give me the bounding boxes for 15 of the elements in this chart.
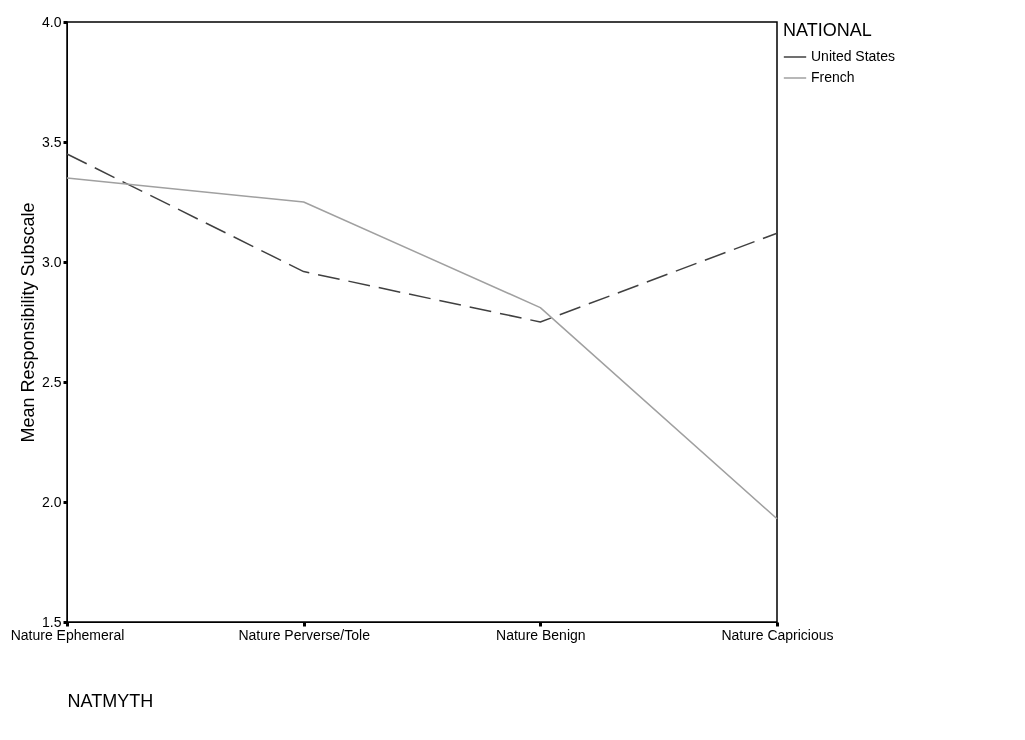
legend-title: NATIONAL <box>783 20 872 40</box>
x-tick-label: Nature Benign <box>496 626 586 643</box>
x-tick-label: Nature Perverse/Tole <box>238 626 371 643</box>
x-axis-title: NATMYTH <box>67 690 154 711</box>
y-tick-label: 2.0 <box>42 493 62 510</box>
y-tick-label: 3.5 <box>42 133 62 150</box>
y-tick-label: 4.0 <box>42 13 62 30</box>
y-axis-title: Mean Responsibility Subscale <box>18 202 39 443</box>
x-tick-label: Nature Capricious <box>721 626 834 643</box>
legend-label: United States <box>811 48 896 64</box>
legend-label: French <box>811 69 855 85</box>
line-series <box>66 177 778 520</box>
y-tick-label: 3.0 <box>42 253 62 270</box>
y-tick-label: 2.5 <box>42 373 62 390</box>
line-series <box>66 153 778 323</box>
